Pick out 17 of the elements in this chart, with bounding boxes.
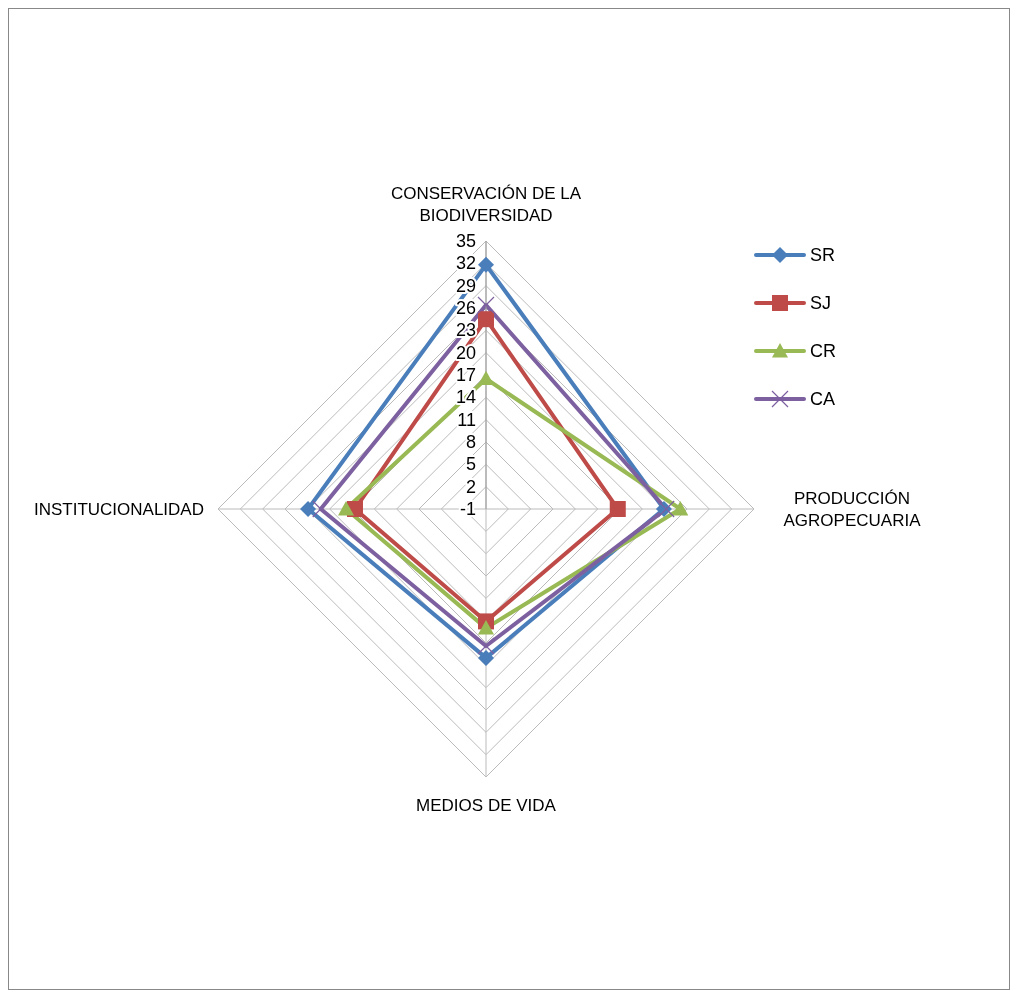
legend-label: CA <box>810 388 836 410</box>
y-tick-label: 11 <box>457 409 476 430</box>
spoke-label: CONSERVACIÓN DE LA BIODIVERSIDAD <box>390 184 582 225</box>
legend-label: SJ <box>810 292 832 314</box>
y-tick-label: -1 <box>459 499 476 519</box>
spoke-label: MEDIOS DE VIDA <box>416 796 557 815</box>
legend-label: SR <box>810 244 836 266</box>
spoke-label: PRODUCCIÓN AGROPECUARIA <box>783 489 922 530</box>
legend-label: CR <box>810 340 836 362</box>
y-tick-label: 8 <box>465 432 476 452</box>
y-tick-label: 2 <box>465 476 476 497</box>
y-tick-label: 5 <box>465 454 476 475</box>
y-tick-label: 35 <box>455 231 476 251</box>
y-tick-label: 26 <box>455 298 476 318</box>
spoke-label: INSTITUCIONALIDAD <box>33 500 204 519</box>
y-tick-label: 32 <box>455 253 476 274</box>
y-tick-label: 17 <box>455 365 476 385</box>
